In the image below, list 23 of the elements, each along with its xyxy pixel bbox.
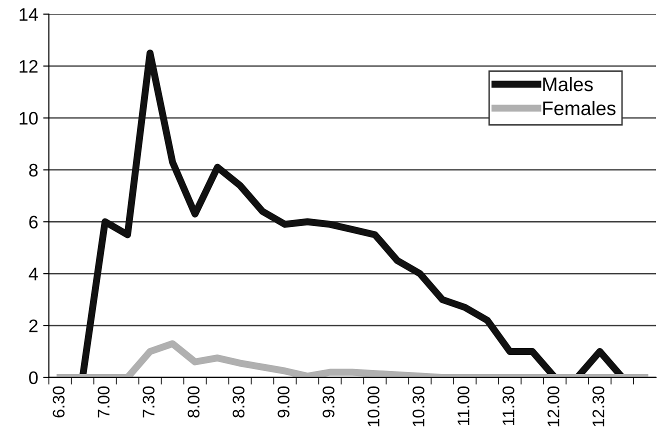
legend-label: Males bbox=[543, 76, 593, 92]
legend-label: Females bbox=[543, 100, 616, 116]
x-tick-label: 8.30 bbox=[232, 386, 244, 418]
x-tick-label: 9.00 bbox=[278, 386, 290, 418]
x-tick-label: 12.00 bbox=[548, 386, 560, 426]
x-tick-label: 8.00 bbox=[188, 386, 200, 418]
y-tick-label: 2 bbox=[29, 319, 38, 332]
y-tick-label: 4 bbox=[28, 268, 38, 280]
y-tick-label: 6 bbox=[29, 216, 38, 228]
x-tick-label: 10.00 bbox=[368, 386, 380, 426]
y-tick-label: 10 bbox=[20, 112, 38, 125]
x-tick-label: 10.30 bbox=[412, 386, 424, 426]
x-tick-label: 7.00 bbox=[98, 386, 110, 418]
y-tick-label: 14 bbox=[20, 8, 38, 21]
y-tick-label: 0 bbox=[29, 371, 38, 384]
x-tick-label: 12.30 bbox=[592, 386, 604, 426]
x-tick-label: 9.30 bbox=[322, 386, 334, 418]
y-tick-label: 8 bbox=[29, 164, 38, 177]
x-tick-label: 11.00 bbox=[458, 386, 470, 425]
x-tick-label: 11.30 bbox=[502, 386, 514, 425]
y-tick-label: 12 bbox=[20, 60, 38, 73]
x-tick-label: 6.30 bbox=[52, 386, 65, 418]
x-tick-label: 7.30 bbox=[142, 386, 155, 418]
